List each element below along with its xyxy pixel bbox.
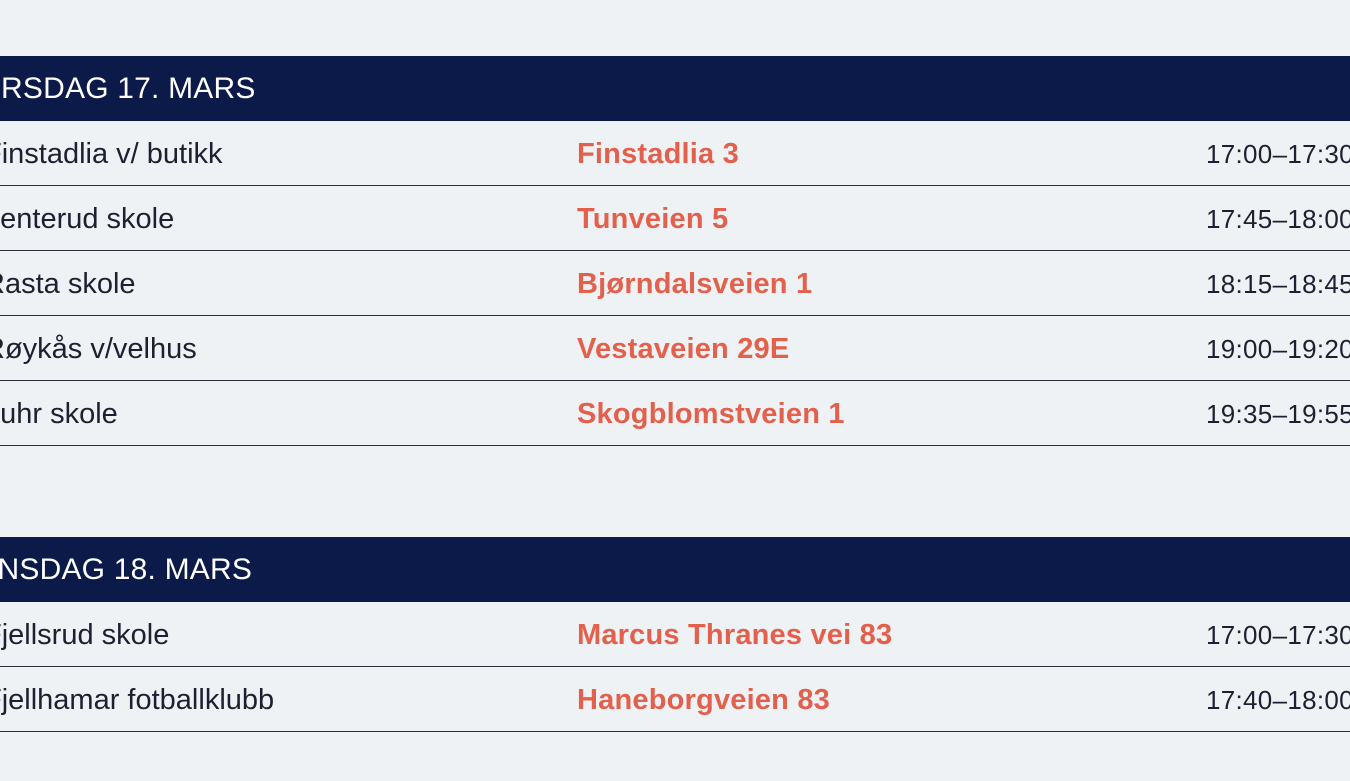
table-row: Fjellsrud skole Marcus Thranes vei 83 17… bbox=[0, 602, 1350, 667]
address-link[interactable]: Marcus Thranes vei 83 bbox=[577, 619, 893, 651]
address-link[interactable]: Tunveien 5 bbox=[577, 203, 729, 235]
table-row: Lenterud skole Tunveien 5 17:45–18:00 bbox=[0, 186, 1350, 251]
day-section-tuesday: TIRSDAG 17. MARS Finstadlia v/ butikk Fi… bbox=[0, 56, 1350, 446]
time-range: 19:35–19:55 bbox=[1206, 399, 1350, 429]
place-name: Fjellhamar fotballklubb bbox=[0, 684, 275, 716]
time-range: 17:00–17:30 bbox=[1206, 620, 1350, 650]
time-range: 18:15–18:45 bbox=[1206, 269, 1350, 299]
table-row: Rasta skole Bjørndalsveien 1 18:15–18:45 bbox=[0, 251, 1350, 316]
time-range: 17:00–17:30 bbox=[1206, 139, 1350, 169]
day-header: ONSDAG 18. MARS bbox=[0, 537, 1350, 602]
table-row: Finstadlia v/ butikk Finstadlia 3 17:00–… bbox=[0, 121, 1350, 186]
day-header-label: TIRSDAG 17. MARS bbox=[0, 72, 256, 105]
table-row: Røykås v/velhus Vestaveien 29E 19:00–19:… bbox=[0, 316, 1350, 381]
time-range: 17:40–18:00 bbox=[1206, 685, 1350, 715]
table-row: Fjellhamar fotballklubb Haneborgveien 83… bbox=[0, 667, 1350, 732]
day-header: TIRSDAG 17. MARS bbox=[0, 56, 1350, 121]
place-name: Luhr skole bbox=[0, 398, 118, 430]
place-name: Rasta skole bbox=[0, 268, 136, 300]
address-link[interactable]: Vestaveien 29E bbox=[577, 333, 790, 365]
place-name: Fjellsrud skole bbox=[0, 619, 170, 651]
place-name: Finstadlia v/ butikk bbox=[0, 138, 223, 170]
address-link[interactable]: Finstadlia 3 bbox=[577, 138, 739, 170]
address-link[interactable]: Haneborgveien 83 bbox=[577, 684, 831, 716]
table-row: Luhr skole Skogblomstveien 1 19:35–19:55 bbox=[0, 381, 1350, 446]
day-section-wednesday: ONSDAG 18. MARS Fjellsrud skole Marcus T… bbox=[0, 537, 1350, 732]
place-name: Røykås v/velhus bbox=[0, 333, 197, 365]
time-range: 17:45–18:00 bbox=[1206, 204, 1350, 234]
time-range: 19:00–19:20 bbox=[1206, 334, 1350, 364]
address-link[interactable]: Bjørndalsveien 1 bbox=[577, 268, 813, 300]
day-header-label: ONSDAG 18. MARS bbox=[0, 553, 253, 586]
address-link[interactable]: Skogblomstveien 1 bbox=[577, 398, 845, 430]
place-name: Lenterud skole bbox=[0, 203, 175, 235]
